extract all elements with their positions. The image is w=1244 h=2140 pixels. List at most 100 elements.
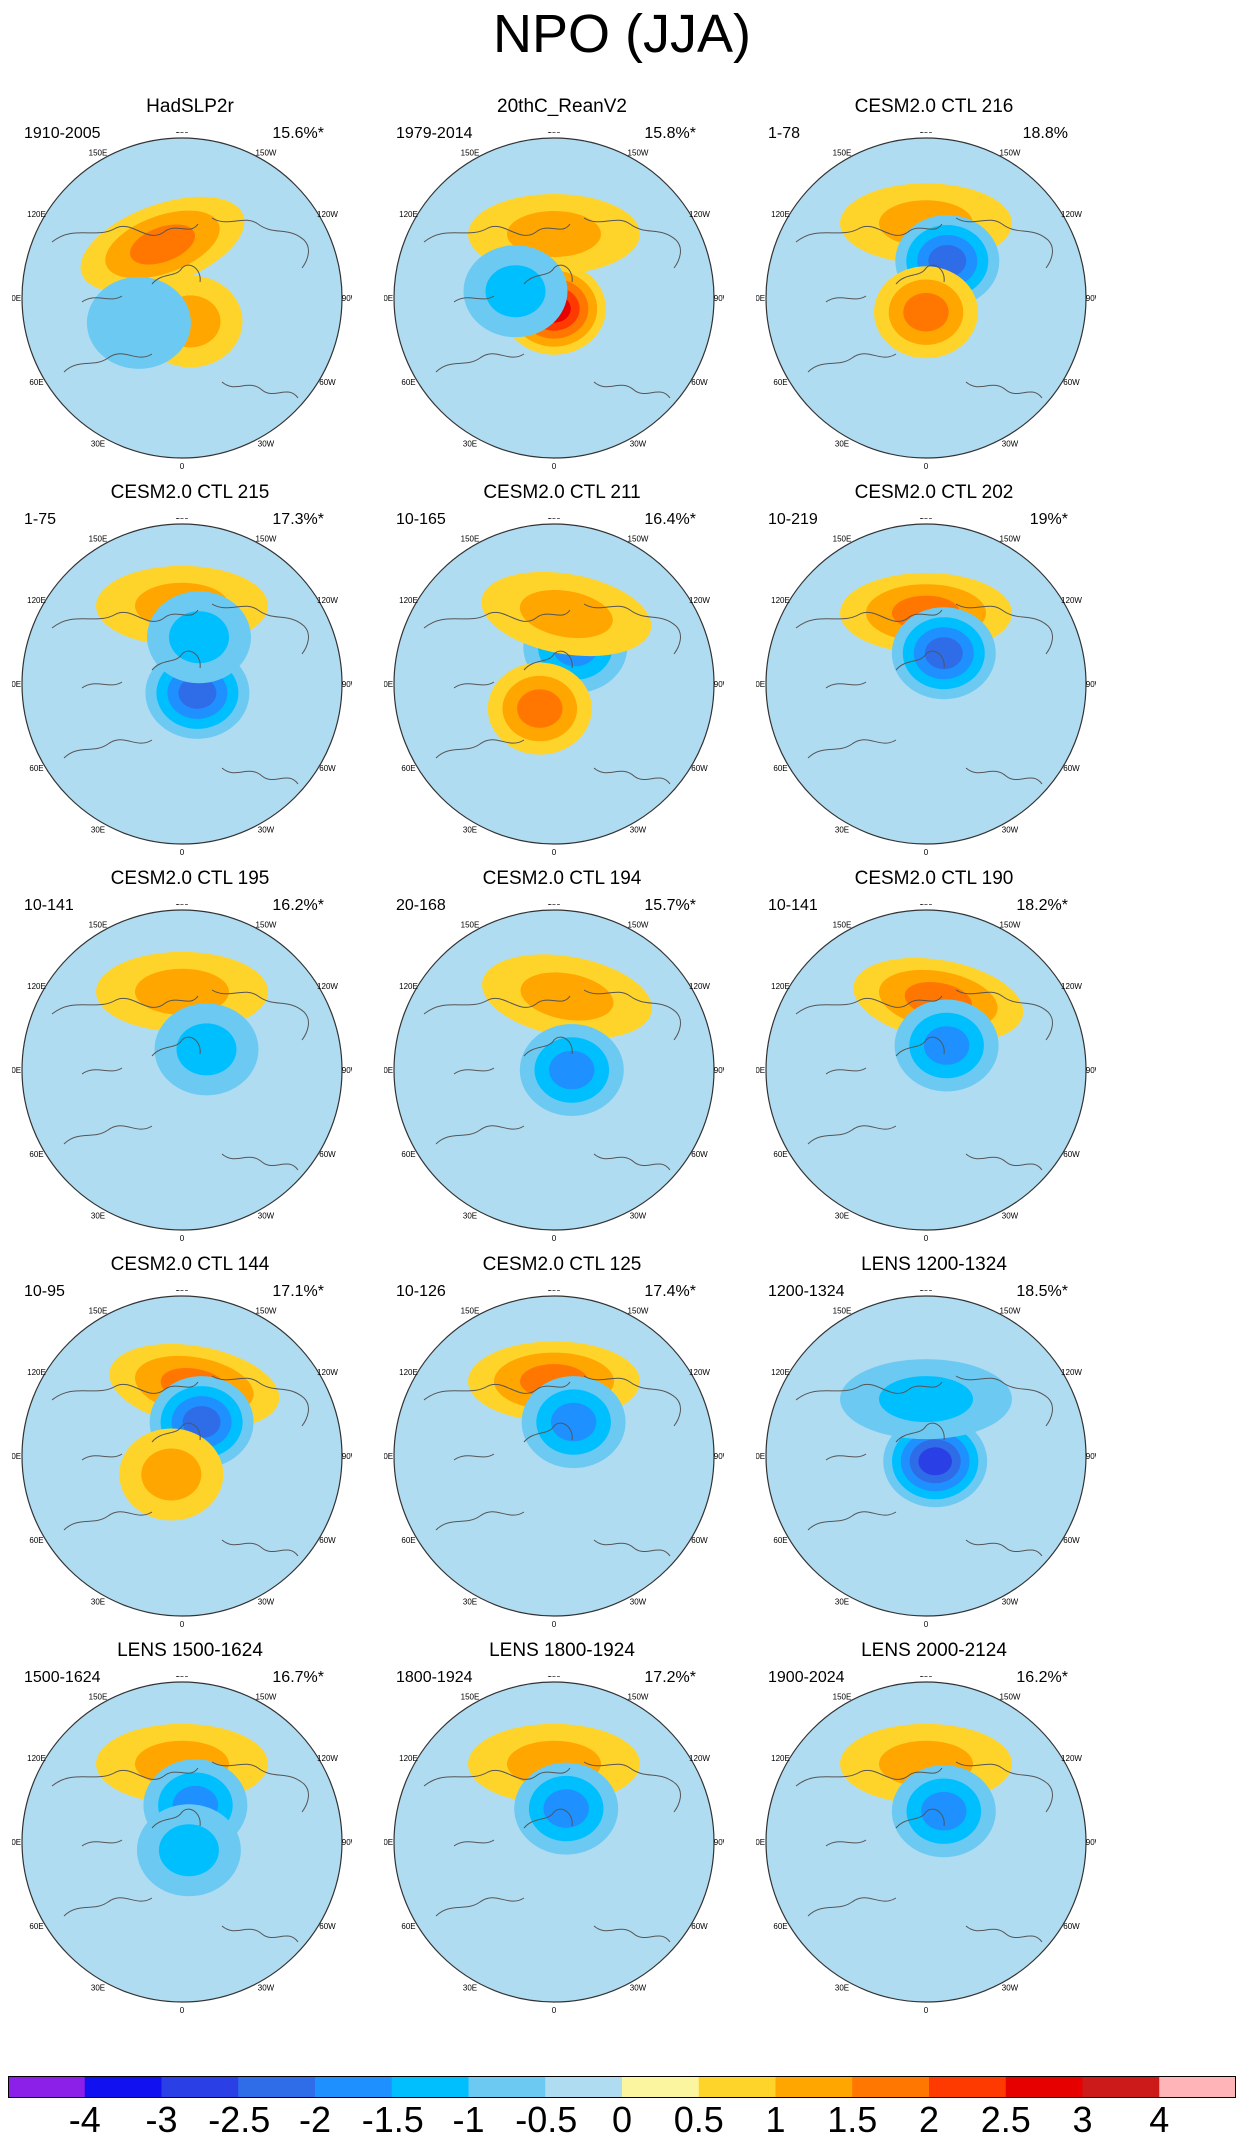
- panel-period: 1200-1324: [768, 1283, 845, 1300]
- colorbar-tick-label: 2: [918, 2099, 940, 2140]
- lon-tick-label: 150E: [89, 535, 108, 544]
- lon-tick-label: 150W: [1000, 1693, 1021, 1702]
- lon-tick-label: 120E: [27, 596, 46, 605]
- colorbar-tick-label: 1: [765, 2099, 786, 2140]
- lon-tick-label: 150W: [256, 535, 277, 544]
- coastline: [593, 381, 671, 399]
- map-panel: CESM2.0 CTL 202 10-219 19%* 180 150E 120E 90E 6…: [744, 482, 1124, 862]
- lon-tick-label: 60W: [1063, 1922, 1080, 1931]
- lon-tick-label: 60E: [401, 764, 415, 773]
- panel-title: CESM2.0 CTL 211: [483, 482, 641, 503]
- polar-map: 180 150E 120E 90E 60E 30E 0 30W 60W 90W 120W 150W: [756, 518, 1096, 857]
- lon-tick-label: 90E: [384, 1838, 393, 1847]
- colorbar-segment: [698, 2076, 776, 2098]
- coastline: [423, 1381, 571, 1401]
- map-panel: LENS 2000-2124 1900-2024 16.2%* 180 150E 120E…: [744, 1640, 1124, 2020]
- lon-tick-label: 30W: [630, 1598, 647, 1607]
- coastline: [51, 995, 199, 1015]
- colorbar-tick-label: 0: [611, 2099, 633, 2140]
- coastline: [435, 353, 525, 373]
- panel-title: CESM2.0 CTL 202: [854, 482, 1014, 503]
- colorbar-segment: [161, 2076, 239, 2098]
- lon-tick-label: 0: [552, 1234, 557, 1243]
- lon-tick-label: 120E: [771, 1754, 790, 1763]
- lon-tick-label: 150E: [461, 1307, 480, 1316]
- coastline: [435, 1897, 525, 1917]
- lon-tick-label: 150W: [256, 149, 277, 158]
- lon-tick-label: 30W: [630, 1984, 647, 1993]
- colorbar-segment: [929, 2076, 1007, 2098]
- map-panel: CESM2.0 CTL 125 10-126 17.4%* 180 150E 120E 90…: [372, 1254, 752, 1634]
- map-panel: CESM2.0 CTL 194 20-168 15.7%* 180 150E 120E 90…: [372, 868, 752, 1248]
- coastline: [221, 1925, 299, 1943]
- lon-tick-label: 180: [175, 1290, 189, 1293]
- coastline: [795, 223, 943, 243]
- coastline: [807, 1125, 897, 1145]
- lon-tick-label: 60W: [1063, 1150, 1080, 1159]
- lon-tick-label: 60W: [319, 1150, 336, 1159]
- coastline: [423, 609, 571, 629]
- lon-tick-label: 60W: [319, 1536, 336, 1545]
- coastline: [523, 1422, 573, 1443]
- coastline: [51, 223, 199, 243]
- lon-tick-label: 90E: [756, 1066, 765, 1075]
- colorbar-segment: [1159, 2076, 1236, 2098]
- lon-tick-label: 90E: [12, 1838, 21, 1847]
- lon-tick-label: 60E: [29, 1922, 43, 1931]
- coastline: [955, 217, 1053, 269]
- colorbar-tick-label: -3: [145, 2099, 178, 2140]
- panel-variance: 18.8%: [1022, 125, 1068, 142]
- map-border: [393, 523, 715, 845]
- panel-period: 1-78: [768, 125, 801, 142]
- map-border: [21, 1295, 343, 1617]
- anomaly-low-contour: [550, 1402, 597, 1442]
- anomaly-low-contour: [485, 265, 546, 318]
- lon-tick-label: 180: [175, 132, 189, 135]
- coastline: [583, 989, 681, 1041]
- coastline: [807, 1897, 897, 1917]
- lon-tick-label: 120W: [1061, 982, 1082, 991]
- coastline: [583, 603, 681, 655]
- coastline: [593, 767, 671, 785]
- lon-tick-label: 0: [180, 848, 185, 857]
- lon-tick-label: 180: [919, 132, 933, 135]
- lon-tick-label: 30E: [463, 1984, 477, 1993]
- lon-tick-label: 90E: [384, 680, 393, 689]
- coastline: [795, 1767, 943, 1787]
- lon-tick-label: 30E: [91, 1212, 105, 1221]
- figure-title: NPO (JJA): [492, 4, 751, 64]
- polar-map: 180 150E 120E 90E 60E 30E 0 30W 60W 90W 120W 150W: [12, 1676, 352, 2015]
- coastline: [825, 1453, 867, 1461]
- lon-tick-label: 150W: [1000, 535, 1021, 544]
- lon-tick-label: 0: [924, 1620, 929, 1629]
- coastline: [795, 609, 943, 629]
- lon-tick-label: 30W: [630, 1212, 647, 1221]
- map-panel: HadSLP2r 1910-2005 15.6%* 180 150E 120E 90E 60E…: [0, 96, 380, 476]
- colorbar-segment: [622, 2076, 700, 2098]
- map-border: [393, 909, 715, 1231]
- coastline: [453, 1453, 495, 1461]
- map-border: [765, 137, 1087, 459]
- coastline: [825, 1067, 867, 1075]
- coastline: [435, 1125, 525, 1145]
- lon-tick-label: 60W: [691, 1150, 708, 1159]
- lon-tick-label: 90E: [384, 1452, 393, 1461]
- lon-tick-label: 180: [547, 904, 561, 907]
- lon-tick-label: 60W: [1063, 764, 1080, 773]
- lon-tick-label: 60W: [691, 764, 708, 773]
- coastline: [895, 1036, 945, 1057]
- map-border: [393, 137, 715, 459]
- colorbar-segment: [315, 2076, 393, 2098]
- coastline: [423, 995, 571, 1015]
- lon-tick-label: 150W: [628, 1693, 649, 1702]
- lon-tick-label: 90W: [342, 1452, 352, 1461]
- lon-tick-label: 120E: [399, 596, 418, 605]
- coastline: [453, 1839, 495, 1847]
- coastline: [523, 650, 573, 671]
- lon-tick-label: 60E: [29, 1536, 43, 1545]
- lon-tick-label: 60E: [29, 764, 43, 773]
- coastline: [453, 1067, 495, 1075]
- coastline: [965, 1925, 1043, 1943]
- anomaly-low-contour: [158, 1824, 219, 1877]
- lon-tick-label: 60W: [691, 1922, 708, 1931]
